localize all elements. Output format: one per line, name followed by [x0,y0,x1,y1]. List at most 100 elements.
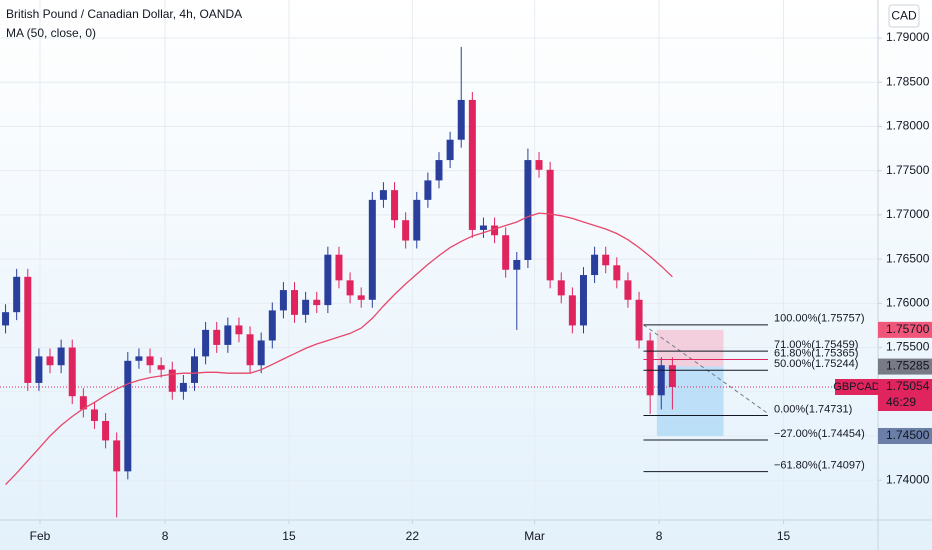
x-tick-label: 15 [282,529,296,543]
x-tick-label: 8 [656,529,663,543]
fib-label: 71.00%(1.75459) [774,339,858,351]
candle-body [102,420,110,441]
fib-trend [643,324,769,414]
candle-body [224,325,232,345]
price-badge [878,427,932,444]
candle-body [491,225,499,236]
last-price-badge [878,378,932,411]
candle-body [413,199,421,241]
x-tick-label: 22 [406,529,420,543]
x-tick-label: Feb [30,529,51,543]
price-badge-label: 1.75285 [886,359,930,373]
candle-body [424,180,432,200]
symbol-label: GBPCAD [833,381,880,393]
price-badge [878,358,932,375]
candle-body [146,356,154,366]
candle-body [135,356,143,361]
candle-body [579,275,587,326]
x-tick-label: Mar [524,529,545,543]
candle-body [68,347,76,397]
candle-body [257,340,265,366]
candle-body [446,139,454,161]
y-tick-label: 1.75500 [886,340,930,354]
y-tick-label: 1.77000 [886,207,930,221]
candle-body [302,299,310,315]
y-tick-label: 1.74000 [886,472,930,486]
candle-body [568,295,576,326]
candle-body [379,190,387,200]
candle-body [79,396,87,410]
candle-body [613,265,621,281]
candle-body [57,347,65,366]
candle-body [502,235,510,270]
candle-body [468,99,476,230]
candle-body [368,199,376,300]
price-badge [878,321,932,338]
candle-body [335,254,343,281]
candle-body [157,365,165,370]
candle-body [479,225,487,230]
countdown-label: 46:29 [886,395,916,409]
symbol-badge [835,378,878,395]
y-tick-label: 1.77500 [886,163,930,177]
candle-body [202,329,210,357]
candle-body [646,340,654,396]
position-loss-zone [656,366,724,436]
candle-body [190,356,198,383]
y-tick-label: 1.78500 [886,74,930,88]
fib-label: −27.00%(1.74454) [774,428,865,440]
candle-body [535,160,543,170]
candle-body [657,365,665,396]
fib-label: 50.00%(1.75244) [774,358,858,370]
chart-title: British Pound / Canadian Dollar, 4h, OAN… [6,7,242,21]
x-tick-label: 15 [777,529,791,543]
candle-body [457,99,465,140]
candle-body [168,369,176,392]
candle-body [602,254,610,266]
candle-body [324,254,332,306]
fib-label: 0.00%(1.74731) [774,403,852,415]
candle-body [46,356,54,366]
candle-body [391,190,399,221]
candle-body [124,360,132,472]
candle-body [279,290,287,311]
y-tick-label: 1.78000 [886,119,930,133]
fib-label: 100.00%(1.75757) [774,313,865,325]
price-badge-label: 1.74500 [886,428,930,442]
candle-body [591,254,599,276]
candle-body [246,334,254,366]
y-tick-label: 1.76500 [886,251,930,265]
candle-body [624,280,632,300]
candle-body [546,169,554,281]
candle-body [213,329,221,345]
indicator-legend: MA (50, close, 0) [6,26,96,40]
candle-body [557,280,565,296]
candle-body [179,382,187,392]
position-profit-zone [656,329,724,367]
plot: 100.00%(1.75757) 71.00%(1.75459)61.80%(1.… [0,0,878,520]
candle-body [24,276,32,383]
currency-label[interactable]: CAD [891,9,917,23]
candle-body [357,295,365,300]
candle-body [2,312,10,326]
fib-label: 61.80%(1.75365) [774,347,858,359]
currency-button[interactable] [888,4,920,28]
y-tick-label: 1.76000 [886,296,930,310]
candle-body [90,409,98,421]
candle-body [524,160,532,260]
candle-body [291,290,299,315]
fib-label: −61.80%(1.74097) [774,460,865,472]
y-tick-label: 1.79000 [886,30,930,44]
candle-body [313,299,321,306]
candle-body [235,325,243,335]
candle-body [435,160,443,181]
candle-body [35,356,43,383]
candle-body [268,310,276,341]
candle-body [668,365,676,387]
candle-body [402,220,410,241]
x-tick-label: 8 [162,529,169,543]
candle-body [346,280,354,296]
